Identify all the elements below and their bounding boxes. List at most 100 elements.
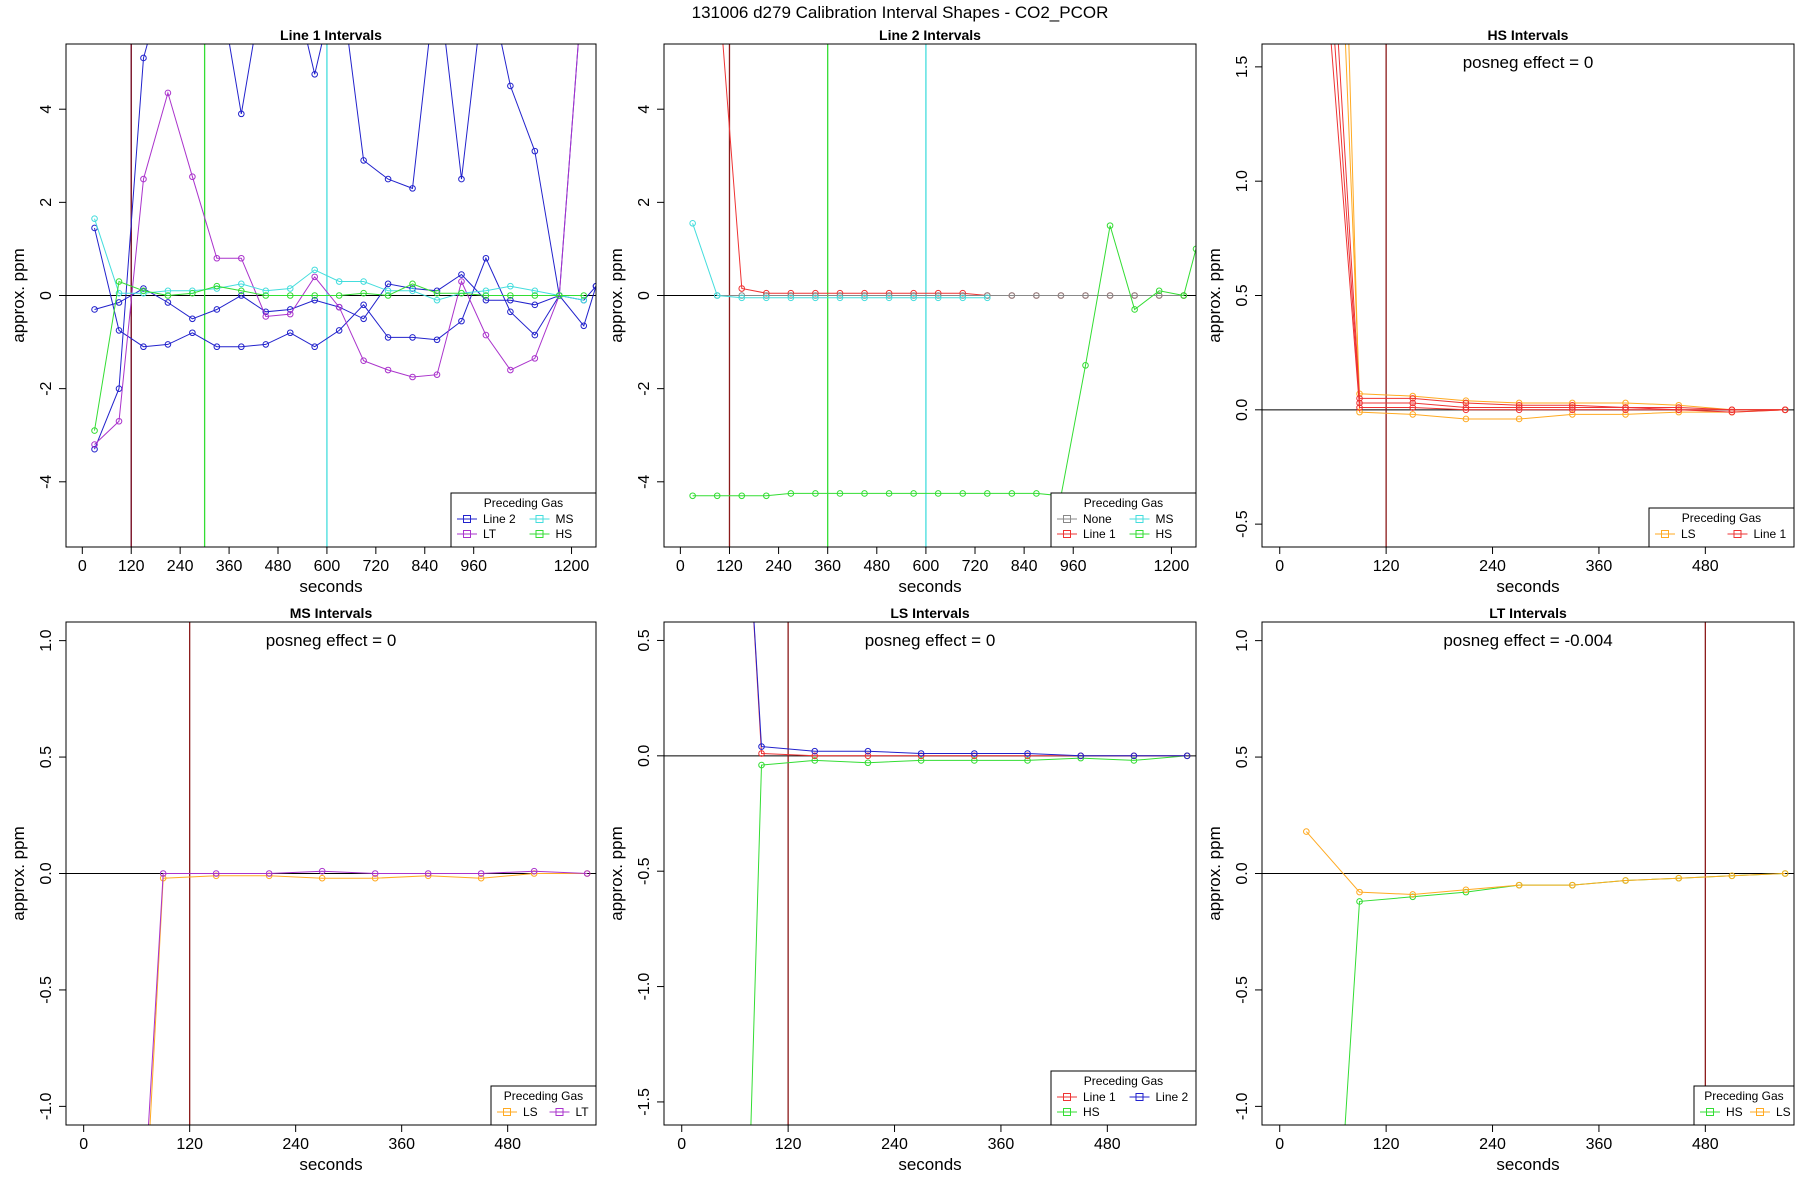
data-point <box>971 750 978 757</box>
x-tick-label: 480 <box>265 558 292 575</box>
y-tick-label: 0 <box>38 291 55 300</box>
data-point <box>311 292 318 299</box>
legend-label: MS <box>1156 512 1174 526</box>
series-line <box>94 227 596 348</box>
legend-entry: HS <box>1057 1105 1100 1119</box>
data-point <box>1130 757 1138 764</box>
data-point <box>583 870 591 877</box>
legend-entry: HS <box>1700 1105 1743 1119</box>
data-point <box>335 303 343 311</box>
data-point <box>812 294 819 302</box>
data-point <box>409 373 416 381</box>
data-point <box>482 331 490 339</box>
data-point <box>1033 292 1040 299</box>
y-axis-label: approx. ppm <box>607 826 626 921</box>
data-point <box>1409 411 1417 418</box>
data-point <box>745 522 751 528</box>
data-point <box>811 747 819 755</box>
data-point <box>910 490 917 497</box>
data-point <box>1008 490 1016 497</box>
legend-label: LS <box>523 1105 538 1119</box>
legend-entry: Line 1 <box>1057 527 1116 541</box>
y-tick-label: 1.0 <box>38 629 55 651</box>
data-point <box>1622 404 1629 411</box>
data-point <box>738 285 746 292</box>
data-point <box>507 296 514 304</box>
data-point <box>91 427 98 434</box>
data-point <box>1106 222 1114 229</box>
plot-area <box>66 622 596 1125</box>
data-point <box>763 492 770 500</box>
legend-label: HS <box>556 527 573 541</box>
legend-box <box>1648 507 1795 548</box>
data-point <box>1082 292 1089 299</box>
data-point <box>1180 292 1188 299</box>
legend-entry: HS <box>1129 527 1172 541</box>
data-point <box>738 292 746 299</box>
y-tick-label: -2 <box>38 381 55 395</box>
legend-entry: LS <box>1655 527 1696 541</box>
x-tick-label: 600 <box>314 558 341 575</box>
data-point <box>1008 292 1016 299</box>
series-line <box>149 873 588 1125</box>
data-point <box>91 306 98 313</box>
data-point <box>758 743 765 750</box>
data-point <box>530 870 538 877</box>
data-point <box>1569 881 1576 889</box>
data-point <box>262 292 270 299</box>
series-line <box>753 622 1188 757</box>
panel-title: LT Intervals <box>1489 605 1567 621</box>
data-point <box>983 294 991 302</box>
legend-label: HS <box>1083 1105 1100 1119</box>
data-point <box>983 490 991 497</box>
legend-label: HS <box>1726 1105 1743 1119</box>
y-tick-label: -1.0 <box>38 1092 55 1120</box>
data-point <box>482 292 490 299</box>
x-tick-label: 480 <box>863 558 890 575</box>
data-point <box>189 315 196 323</box>
data-point <box>238 287 245 295</box>
data-point <box>758 750 765 757</box>
data-point <box>556 292 563 299</box>
data-point <box>507 82 514 90</box>
data-point <box>424 870 432 877</box>
x-axis-label: seconds <box>898 577 961 596</box>
data-point <box>335 292 343 299</box>
data-point <box>1409 399 1417 407</box>
data-point <box>360 301 367 309</box>
series-1 <box>91 44 579 453</box>
y-tick-label: 0.0 <box>1234 399 1251 421</box>
data-point <box>213 254 221 262</box>
y-tick-label: 1.0 <box>1234 629 1251 651</box>
panel-6: LT Intervals 0 120 240 360 480 -1.0 -0.5 0.0 0.5 1… <box>1205 605 1795 1174</box>
x-tick-label: 0 <box>1275 1136 1284 1153</box>
y-axis-label: approx. ppm <box>607 248 626 343</box>
series-line <box>692 225 1196 497</box>
data-point <box>1155 292 1163 299</box>
data-point <box>1515 399 1523 407</box>
data-point <box>140 175 147 183</box>
data-point <box>530 867 538 875</box>
data-point <box>787 490 795 497</box>
data-point <box>507 366 514 374</box>
y-tick-label: -4 <box>38 475 55 489</box>
x-axis-label: seconds <box>299 577 362 596</box>
series-1 <box>722 44 1188 299</box>
x-tick-label: 1200 <box>1154 558 1190 575</box>
data-point <box>1130 752 1138 760</box>
data-point <box>917 757 925 764</box>
data-point <box>507 292 514 299</box>
series-6 <box>91 278 588 434</box>
x-tick-label: 960 <box>1060 558 1087 575</box>
data-point <box>212 870 220 877</box>
legend-box <box>1050 1070 1197 1126</box>
x-tick-label: 120 <box>176 1136 203 1153</box>
legend-entry: LT <box>457 527 497 541</box>
series-line <box>94 44 579 445</box>
data-point <box>335 327 343 334</box>
data-point <box>1515 881 1523 889</box>
x-tick-label: 240 <box>282 1136 309 1153</box>
series-5 <box>91 215 588 304</box>
data-point <box>311 343 318 351</box>
data-point <box>286 285 294 292</box>
